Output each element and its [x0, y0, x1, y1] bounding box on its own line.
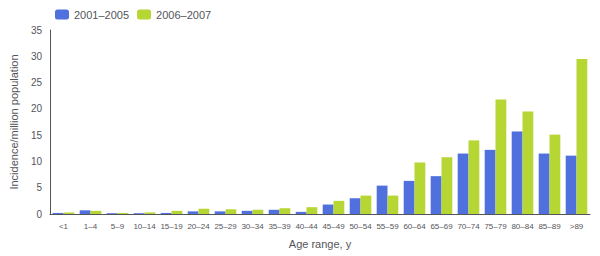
- svg-text:25–29: 25–29: [214, 222, 237, 231]
- svg-text:50–54: 50–54: [349, 222, 372, 231]
- svg-text:65–69: 65–69: [430, 222, 453, 231]
- svg-text:10: 10: [31, 156, 43, 167]
- svg-text:>89: >89: [570, 222, 584, 231]
- svg-text:30–34: 30–34: [241, 222, 264, 231]
- svg-text:75–79: 75–79: [484, 222, 507, 231]
- svg-text:Age range, y: Age range, y: [289, 238, 352, 250]
- svg-text:10–14: 10–14: [133, 222, 156, 231]
- svg-text:70–74: 70–74: [457, 222, 480, 231]
- svg-text:55–59: 55–59: [376, 222, 399, 231]
- svg-text:2006–2007: 2006–2007: [156, 9, 211, 21]
- svg-text:35: 35: [31, 25, 43, 36]
- svg-text:5: 5: [36, 182, 42, 193]
- svg-text:5–9: 5–9: [111, 222, 125, 231]
- svg-text:Incidence/million population: Incidence/million population: [8, 54, 20, 189]
- svg-text:80–84: 80–84: [511, 222, 534, 231]
- svg-text:15: 15: [31, 130, 43, 141]
- svg-text:2001–2005: 2001–2005: [74, 9, 129, 21]
- svg-text:35–39: 35–39: [268, 222, 291, 231]
- svg-text:25: 25: [31, 77, 43, 88]
- svg-text:0: 0: [36, 209, 42, 220]
- svg-text:20–24: 20–24: [187, 222, 210, 231]
- svg-text:60–64: 60–64: [403, 222, 426, 231]
- svg-text:1–4: 1–4: [84, 222, 98, 231]
- svg-text:15–19: 15–19: [160, 222, 183, 231]
- svg-text:30: 30: [31, 51, 43, 62]
- svg-text:20: 20: [31, 103, 43, 114]
- svg-text:40–44: 40–44: [295, 222, 318, 231]
- svg-text:45–49: 45–49: [322, 222, 345, 231]
- svg-text:<1: <1: [59, 222, 69, 231]
- svg-text:85–89: 85–89: [538, 222, 561, 231]
